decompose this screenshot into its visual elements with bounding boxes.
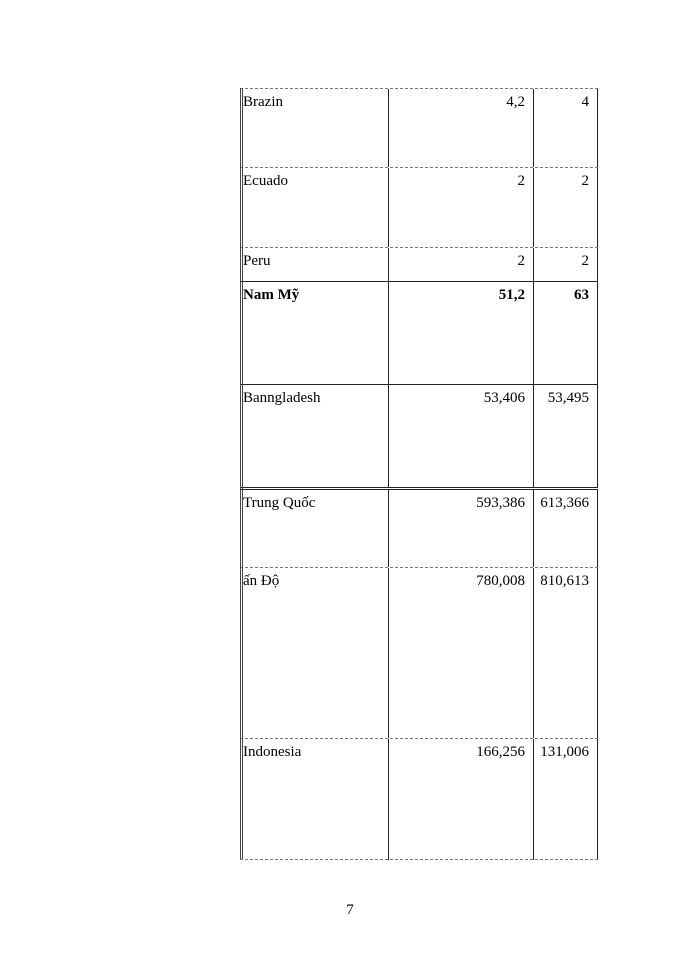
table-bottom-border [240,859,598,860]
country-cell: Trung Quốc [243,495,316,511]
value-cell: 810,613 [533,568,598,738]
region-cell: Nam Mỹ [243,287,300,303]
value-cell: 2 [533,248,598,281]
table-row: Brazin 4,2 4 [240,88,598,167]
value-cell: 593,386 [388,490,533,567]
table-row: Indonesia 166,256 131,006 [240,738,598,860]
value-cell: 63 [533,282,598,384]
table-row: Banngladesh 53,406 53,495 [240,384,598,487]
value-cell: 4 [533,89,598,167]
country-cell: Indonesia [243,744,302,760]
value-cell: 51,2 [388,282,533,384]
value-cell: 2 [388,168,533,247]
value-cell: 2 [388,248,533,281]
table-row: ấn Độ 780,008 810,613 [240,567,598,738]
table-row-total: Nam Mỹ 51,2 63 [240,281,598,384]
table-row: Trung Quốc 593,386 613,366 [240,487,598,567]
country-cell: Banngladesh [243,390,321,406]
table-left-border [240,88,243,860]
value-cell: 53,495 [533,385,598,487]
value-cell: 4,2 [388,89,533,167]
page-number: 7 [346,902,354,918]
value-cell: 53,406 [388,385,533,487]
table-row: Ecuado 2 2 [240,167,598,247]
country-cell: Peru [243,253,271,269]
value-cell: 131,006 [533,739,598,860]
table-row: Peru 2 2 [240,247,598,281]
value-cell: 2 [533,168,598,247]
country-cell: ấn Độ [243,573,280,589]
value-cell: 166,256 [388,739,533,860]
value-cell: 780,008 [388,568,533,738]
country-cell: Brazin [243,94,283,110]
value-cell: 613,366 [533,490,598,567]
country-cell: Ecuado [243,173,288,189]
